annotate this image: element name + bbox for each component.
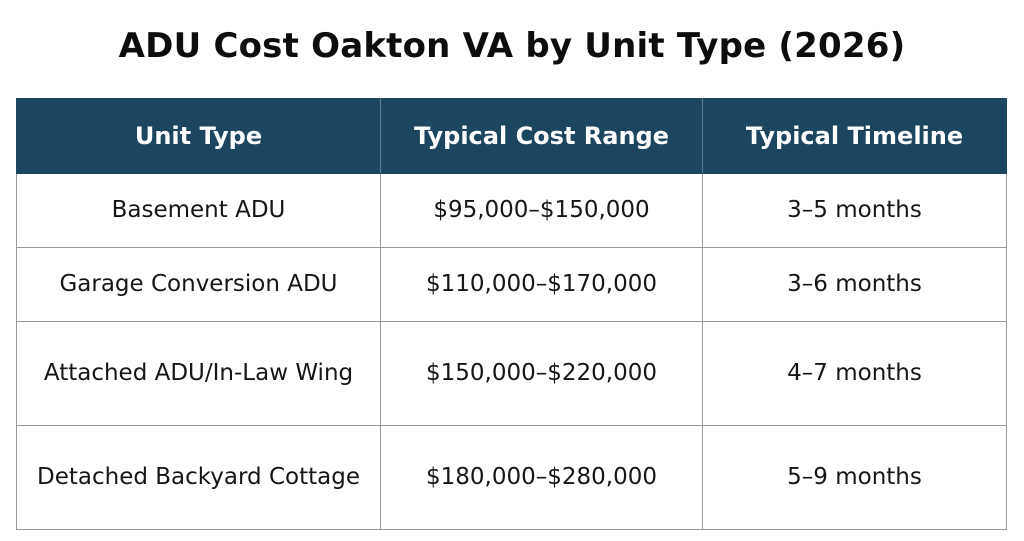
cell-timeline: 4–7 months	[702, 321, 1007, 426]
cell-cost-range: $150,000–$220,000	[380, 321, 703, 426]
cell-cost-range: $180,000–$280,000	[380, 425, 703, 530]
table-header: Unit Type Typical Cost Range Typical Tim…	[16, 98, 1007, 174]
table-row: Garage Conversion ADU $110,000–$170,000 …	[16, 247, 1007, 322]
column-header-cost-range: Typical Cost Range	[380, 98, 703, 174]
table-body: Basement ADU $95,000–$150,000 3–5 months…	[16, 173, 1007, 530]
cell-cost-range: $110,000–$170,000	[380, 247, 703, 322]
cell-timeline: 3–6 months	[702, 247, 1007, 322]
table-row: Attached ADU/In-Law Wing $150,000–$220,0…	[16, 321, 1007, 426]
cell-unit-type: Garage Conversion ADU	[16, 247, 381, 322]
cell-timeline: 3–5 months	[702, 173, 1007, 248]
header-row: Unit Type Typical Cost Range Typical Tim…	[16, 98, 1007, 174]
table-row: Basement ADU $95,000–$150,000 3–5 months	[16, 173, 1007, 248]
cell-cost-range: $95,000–$150,000	[380, 173, 703, 248]
cell-unit-type: Attached ADU/In-Law Wing	[16, 321, 381, 426]
cell-unit-type: Basement ADU	[16, 173, 381, 248]
cell-timeline: 5–9 months	[702, 425, 1007, 530]
cell-unit-type: Detached Backyard Cottage	[16, 425, 381, 530]
cost-table: Unit Type Typical Cost Range Typical Tim…	[16, 98, 1007, 530]
table-row: Detached Backyard Cottage $180,000–$280,…	[16, 425, 1007, 530]
column-header-timeline: Typical Timeline	[702, 98, 1007, 174]
column-header-unit-type: Unit Type	[16, 98, 381, 174]
page-title: ADU Cost Oakton VA by Unit Type (2026)	[118, 26, 906, 66]
